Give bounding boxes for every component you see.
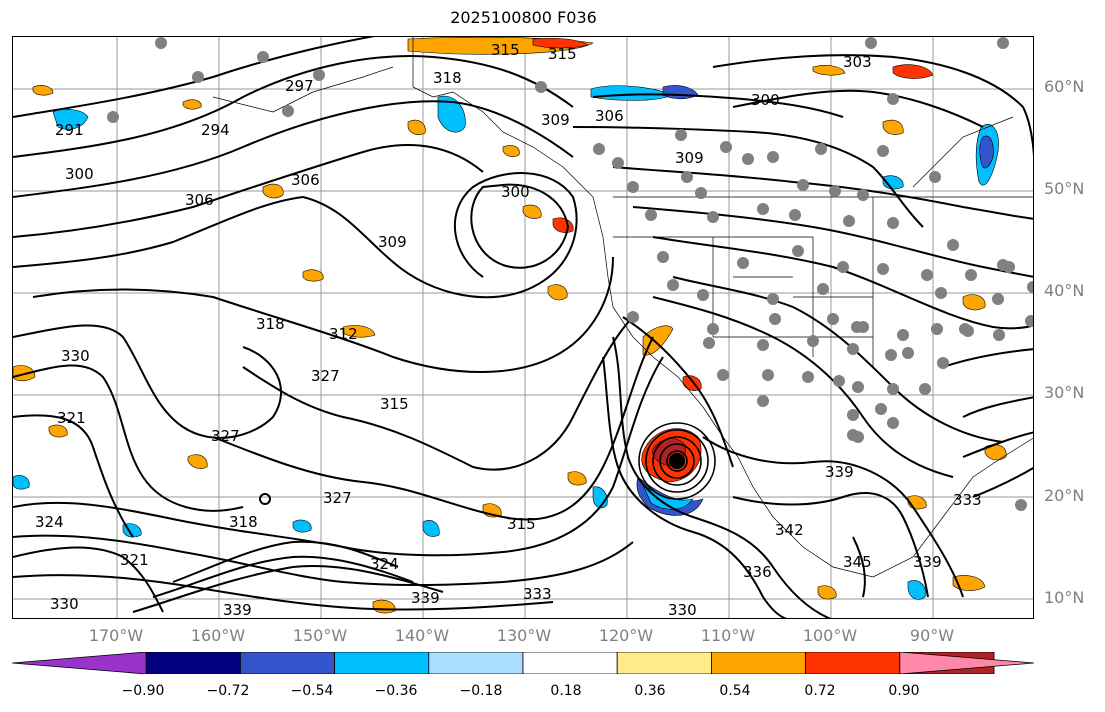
colorbar-segment	[805, 652, 901, 674]
colorbar-tick: −0.54	[290, 683, 334, 699]
contour-label: 339	[411, 589, 440, 607]
contour-label: 291	[55, 121, 84, 139]
colorbar-tick: −0.90	[121, 683, 165, 699]
contour-label: 318	[229, 513, 258, 531]
contour-label: 315	[548, 45, 577, 63]
contour-label: 309	[675, 149, 704, 167]
contour-label: 309	[378, 233, 407, 251]
contour-label: 312	[329, 325, 358, 343]
contour-label: 318	[433, 69, 462, 87]
lon-label-120w: 120°W	[598, 626, 654, 645]
colorbar-segment	[522, 652, 618, 674]
colorbar-tick: 0.18	[550, 683, 582, 699]
colorbar-tick: 0.90	[888, 683, 920, 699]
hurricane-rings	[638, 422, 716, 500]
lon-label-150w: 150°W	[292, 626, 348, 645]
contour-label: 309	[541, 111, 570, 129]
lon-label-130w: 130°W	[496, 626, 552, 645]
contour-label: 345	[843, 553, 872, 571]
small-low-center	[259, 493, 271, 505]
lat-label-40n: 40°N	[1044, 281, 1085, 300]
observation-dots	[107, 37, 1033, 511]
lat-label-10n: 10°N	[1044, 588, 1085, 607]
contour-label: 336	[743, 563, 772, 581]
colorbar-segment	[428, 652, 524, 674]
colorbar-tick: 0.36	[634, 683, 666, 699]
colorbar-tick: 0.72	[804, 683, 836, 699]
contour-labels: 291 294 297 300 300 300 303 306 306 306 …	[35, 41, 982, 619]
map-panel: 291 294 297 300 300 300 303 306 306 306 …	[12, 36, 1034, 619]
contour-label: 315	[380, 395, 409, 413]
lat-label-20n: 20°N	[1044, 486, 1085, 505]
contour-label: 330	[668, 601, 697, 619]
contour-label: 324	[370, 555, 399, 573]
contour-label: 300	[501, 183, 530, 201]
colorbar-segment	[334, 652, 430, 674]
contour-label: 294	[201, 121, 230, 139]
lon-label-100w: 100°W	[802, 626, 858, 645]
colorbar-extend-high	[899, 652, 1034, 674]
contour-label: 306	[185, 191, 214, 209]
contour-label: 333	[523, 585, 552, 603]
lon-label-110w: 110°W	[700, 626, 756, 645]
contour-label: 300	[751, 91, 780, 109]
lat-label-50n: 50°N	[1044, 179, 1085, 198]
lon-label-160w: 160°W	[190, 626, 246, 645]
contour-label: 315	[507, 515, 536, 533]
hurricane-center	[669, 453, 685, 469]
contour-label: 306	[595, 107, 624, 125]
contour-label: 324	[35, 513, 64, 531]
colorbar-extend-low	[12, 652, 147, 674]
contour-label: 339	[223, 601, 252, 619]
colorbar-segment	[239, 652, 335, 674]
graticule	[13, 37, 1033, 618]
contour-label: 339	[913, 553, 942, 571]
contour-label: 315	[491, 41, 520, 59]
contour-label: 300	[65, 165, 94, 183]
contour-label: 342	[775, 521, 804, 539]
contour-label: 327	[211, 427, 240, 445]
contour-label: 339	[825, 463, 854, 481]
contour-label: 321	[57, 409, 86, 427]
colorbar-tick: 0.54	[719, 683, 751, 699]
map-title: 2025100800 F036	[450, 8, 597, 27]
colorbar-tick: −0.18	[459, 683, 503, 699]
colorbar-tick: −0.36	[374, 683, 418, 699]
contour-label: 330	[61, 347, 90, 365]
contour-label: 327	[323, 489, 352, 507]
contour-label: 333	[953, 491, 982, 509]
colorbar-segments	[12, 652, 1034, 674]
contours	[13, 37, 1033, 618]
lat-label-30n: 30°N	[1044, 383, 1085, 402]
colorbar-segment	[145, 652, 241, 674]
contour-label: 327	[311, 367, 340, 385]
contour-label: 321	[120, 551, 149, 569]
lon-label-90w: 90°W	[909, 626, 955, 645]
contour-label: 303	[843, 53, 872, 71]
colorbar	[12, 652, 1034, 674]
lon-label-170w: 170°W	[88, 626, 144, 645]
contour-label: 297	[285, 77, 314, 95]
contour-label: 318	[256, 315, 285, 333]
map-canvas: 291 294 297 300 300 300 303 306 306 306 …	[13, 37, 1033, 619]
coastlines	[212, 37, 1033, 578]
colorbar-tick: −0.72	[206, 683, 250, 699]
colorbar-segment	[711, 652, 807, 674]
lon-label-140w: 140°W	[394, 626, 450, 645]
colorbar-segment	[616, 652, 712, 674]
contour-label: 330	[50, 595, 79, 613]
contour-label: 306	[291, 171, 320, 189]
lat-label-60n: 60°N	[1044, 77, 1085, 96]
